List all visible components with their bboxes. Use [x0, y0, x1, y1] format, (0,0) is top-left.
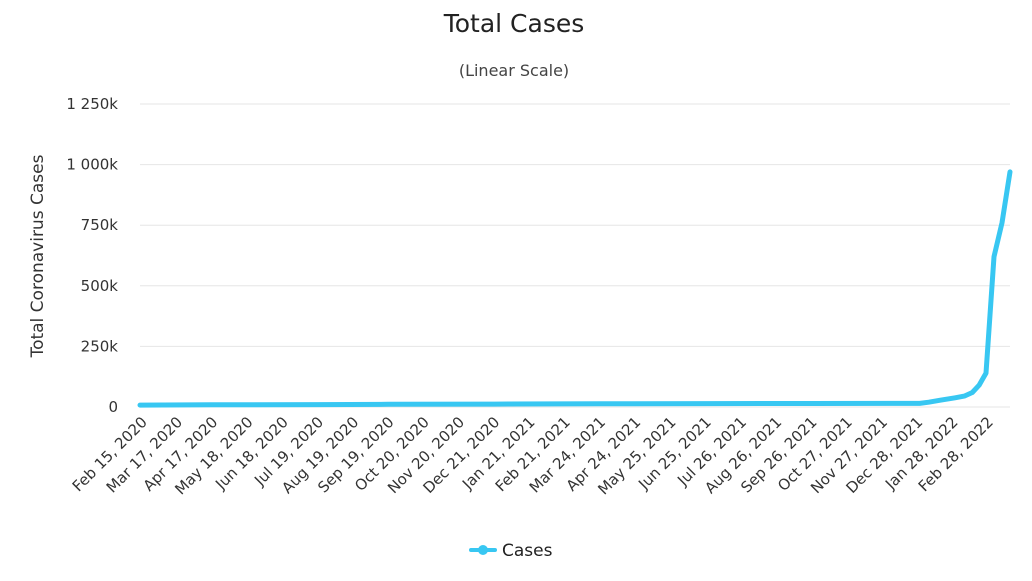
y-tick-label: 1 000k	[66, 156, 118, 174]
chart-title: Total Cases	[443, 9, 585, 38]
y-tick-label: 500k	[81, 277, 119, 295]
legend-marker-cases	[478, 545, 488, 555]
grid-lines	[140, 103, 1010, 408]
chart-subtitle: (Linear Scale)	[459, 61, 569, 80]
series-layer	[137, 169, 1013, 408]
y-tick-label: 750k	[81, 216, 119, 234]
series-line-cases[interactable]	[137, 169, 1013, 408]
y-axis-label: Total Coronavirus Cases	[28, 154, 48, 358]
legend-label-cases[interactable]: Cases	[502, 541, 553, 561]
legend[interactable]: Cases	[469, 541, 553, 561]
y-axis-ticks: 0 250k 500k 750k 1 000k 1 250k	[66, 95, 118, 416]
y-tick-label: 1 250k	[66, 95, 118, 113]
y-tick-label: 250k	[81, 337, 119, 355]
y-tick-label: 0	[108, 398, 118, 416]
